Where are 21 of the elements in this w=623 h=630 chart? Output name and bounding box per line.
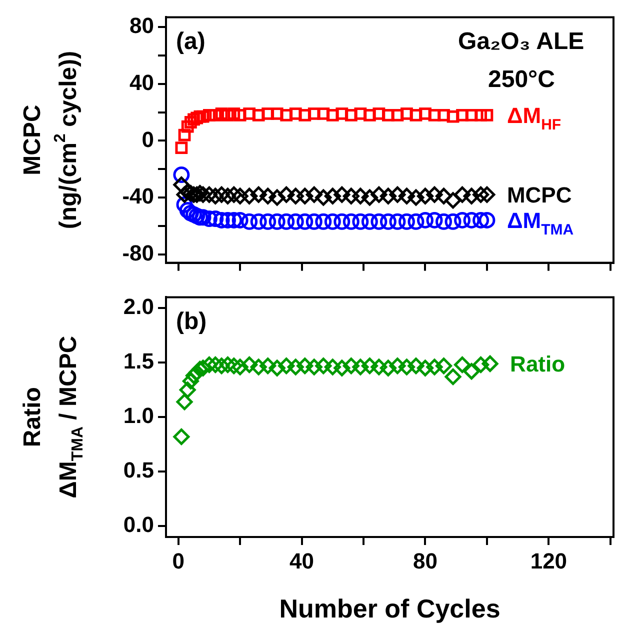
y-tick-label: -40 [122,184,154,209]
y-tick-label: 0.0 [123,512,154,538]
y-tick-label: 0 [142,126,154,152]
x-tick-label: 120 [530,548,568,574]
y-tick-label: 1.5 [123,348,154,374]
x-axis-title: Number of Cycles [279,594,500,624]
y-tick-label: -80 [122,240,154,266]
series-label: Ratio [510,352,566,377]
y-tick-label: 80 [130,13,154,38]
annotation: Ga₂O₃ ALE [458,28,584,56]
y-tick-label: 1.0 [123,403,154,428]
y-tick-label: 2.0 [123,294,154,320]
annotation: (b) [176,308,207,336]
series-label: MCPC [506,182,572,208]
y-tick-label: 0.5 [123,458,154,483]
y-tick-label: 40 [130,70,154,95]
x-tick-label: 80 [413,548,438,574]
annotation: 250°C [488,66,555,94]
annotation: (a) [176,28,206,56]
x-tick-label: 40 [290,548,314,574]
x-tick-label: 0 [172,548,184,574]
